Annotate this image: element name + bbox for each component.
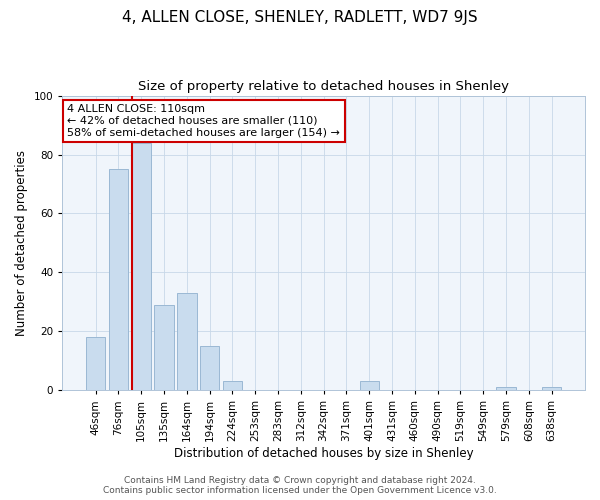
Bar	[154, 305, 174, 390]
Bar	[200, 346, 220, 391]
Text: 4 ALLEN CLOSE: 110sqm
← 42% of detached houses are smaller (110)
58% of semi-det: 4 ALLEN CLOSE: 110sqm ← 42% of detached …	[67, 104, 340, 138]
Bar	[496, 388, 515, 390]
Bar	[109, 169, 128, 390]
Bar	[223, 382, 242, 390]
Title: Size of property relative to detached houses in Shenley: Size of property relative to detached ho…	[138, 80, 509, 93]
Bar	[86, 337, 106, 390]
Bar	[177, 293, 197, 390]
Bar	[359, 382, 379, 390]
Text: 4, ALLEN CLOSE, SHENLEY, RADLETT, WD7 9JS: 4, ALLEN CLOSE, SHENLEY, RADLETT, WD7 9J…	[122, 10, 478, 25]
X-axis label: Distribution of detached houses by size in Shenley: Distribution of detached houses by size …	[174, 447, 473, 460]
Bar	[131, 142, 151, 390]
Y-axis label: Number of detached properties: Number of detached properties	[15, 150, 28, 336]
Text: Contains HM Land Registry data © Crown copyright and database right 2024.
Contai: Contains HM Land Registry data © Crown c…	[103, 476, 497, 495]
Bar	[542, 388, 561, 390]
